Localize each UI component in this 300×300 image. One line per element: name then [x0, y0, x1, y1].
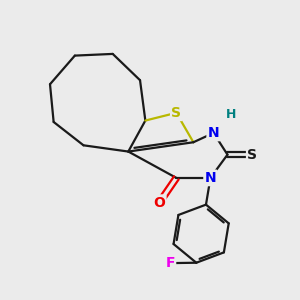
Text: S: S	[247, 148, 257, 162]
Text: S: S	[171, 106, 181, 120]
Text: H: H	[225, 108, 236, 121]
Text: O: O	[153, 196, 165, 210]
Text: N: N	[208, 126, 219, 140]
Text: N: N	[205, 171, 216, 185]
Text: F: F	[165, 256, 175, 270]
